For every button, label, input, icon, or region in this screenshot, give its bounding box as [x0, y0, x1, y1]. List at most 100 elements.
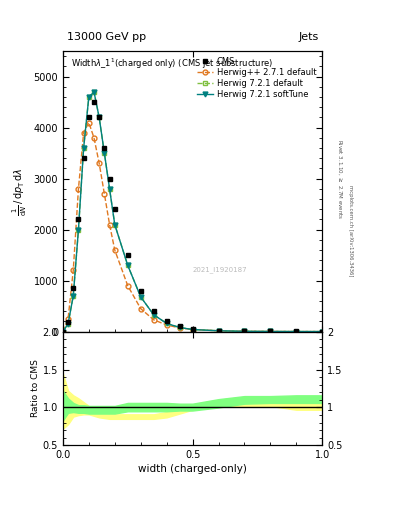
Herwig 7.2.1 softTune: [86, 94, 91, 100]
CMS: [61, 329, 65, 335]
CMS: [320, 329, 325, 335]
Line: Herwig 7.2.1 softTune: Herwig 7.2.1 softTune: [61, 90, 325, 334]
Herwig 7.2.1 default: [92, 89, 96, 95]
Herwig 7.2.1 default: [138, 294, 143, 300]
Herwig++ 2.7.1 default: [61, 329, 65, 335]
Herwig++ 2.7.1 default: [81, 130, 86, 136]
Herwig 7.2.1 softTune: [190, 327, 195, 333]
Herwig 7.2.1 default: [81, 145, 86, 151]
Herwig++ 2.7.1 default: [242, 328, 247, 334]
Text: 2021_I1920187: 2021_I1920187: [193, 267, 247, 273]
Herwig 7.2.1 softTune: [112, 221, 117, 227]
Herwig 7.2.1 softTune: [71, 293, 75, 299]
CMS: [76, 217, 81, 223]
Text: Jets: Jets: [298, 32, 318, 42]
Herwig 7.2.1 softTune: [216, 328, 221, 334]
CMS: [138, 288, 143, 294]
Herwig 7.2.1 default: [66, 321, 70, 327]
Herwig 7.2.1 softTune: [242, 328, 247, 334]
Herwig++ 2.7.1 default: [294, 329, 299, 335]
CMS: [164, 318, 169, 325]
Text: Width$\lambda\_1^1$(charged only) (CMS jet substructure): Width$\lambda\_1^1$(charged only) (CMS j…: [71, 57, 273, 71]
Herwig++ 2.7.1 default: [216, 328, 221, 334]
Herwig 7.2.1 default: [164, 321, 169, 327]
Herwig 7.2.1 default: [190, 327, 195, 333]
CMS: [190, 326, 195, 332]
CMS: [71, 285, 75, 291]
Herwig 7.2.1 softTune: [81, 145, 86, 151]
CMS: [66, 319, 70, 326]
Herwig 7.2.1 softTune: [294, 329, 299, 335]
Herwig 7.2.1 softTune: [97, 114, 101, 120]
CMS: [294, 328, 299, 334]
X-axis label: width (charged-only): width (charged-only): [138, 464, 247, 475]
Herwig 7.2.1 default: [320, 329, 325, 335]
CMS: [216, 328, 221, 334]
Line: Herwig 7.2.1 default: Herwig 7.2.1 default: [61, 90, 325, 334]
Herwig++ 2.7.1 default: [190, 327, 195, 333]
Herwig 7.2.1 default: [177, 325, 182, 331]
Text: 13000 GeV pp: 13000 GeV pp: [67, 32, 146, 42]
Herwig++ 2.7.1 default: [102, 191, 107, 197]
Herwig 7.2.1 default: [76, 226, 81, 232]
Herwig 7.2.1 default: [107, 186, 112, 192]
CMS: [97, 114, 101, 120]
Herwig 7.2.1 softTune: [66, 321, 70, 327]
CMS: [125, 252, 130, 258]
Herwig++ 2.7.1 default: [97, 160, 101, 166]
Herwig++ 2.7.1 default: [66, 316, 70, 322]
Herwig 7.2.1 softTune: [61, 329, 65, 335]
Herwig 7.2.1 default: [102, 150, 107, 156]
Herwig++ 2.7.1 default: [268, 328, 273, 334]
Herwig 7.2.1 softTune: [76, 226, 81, 232]
CMS: [92, 99, 96, 105]
CMS: [102, 145, 107, 151]
CMS: [242, 328, 247, 334]
Herwig++ 2.7.1 default: [107, 221, 112, 227]
Herwig++ 2.7.1 default: [177, 325, 182, 331]
Herwig++ 2.7.1 default: [112, 247, 117, 253]
Herwig++ 2.7.1 default: [138, 306, 143, 312]
Herwig 7.2.1 softTune: [102, 150, 107, 156]
Line: CMS: CMS: [61, 100, 325, 334]
Herwig 7.2.1 default: [216, 328, 221, 334]
CMS: [268, 328, 273, 334]
Herwig 7.2.1 default: [61, 329, 65, 335]
CMS: [112, 206, 117, 212]
Herwig 7.2.1 softTune: [125, 262, 130, 268]
Herwig 7.2.1 default: [97, 114, 101, 120]
Herwig++ 2.7.1 default: [92, 135, 96, 141]
Herwig++ 2.7.1 default: [86, 119, 91, 125]
CMS: [81, 155, 86, 161]
Herwig 7.2.1 softTune: [320, 329, 325, 335]
Herwig++ 2.7.1 default: [76, 186, 81, 192]
Herwig++ 2.7.1 default: [125, 283, 130, 289]
Legend: CMS, Herwig++ 2.7.1 default, Herwig 7.2.1 default, Herwig 7.2.1 softTune: CMS, Herwig++ 2.7.1 default, Herwig 7.2.…: [195, 55, 318, 101]
CMS: [177, 324, 182, 330]
CMS: [86, 114, 91, 120]
Herwig++ 2.7.1 default: [71, 267, 75, 273]
Herwig++ 2.7.1 default: [151, 317, 156, 323]
Line: Herwig++ 2.7.1 default: Herwig++ 2.7.1 default: [61, 120, 325, 334]
Y-axis label: $\frac{1}{\mathregular{d}N}\,/\,\mathregular{d}p_\mathregular{T}\,\mathregular{d: $\frac{1}{\mathregular{d}N}\,/\,\mathreg…: [11, 167, 29, 216]
Herwig 7.2.1 default: [151, 312, 156, 318]
Herwig 7.2.1 softTune: [92, 89, 96, 95]
Herwig 7.2.1 softTune: [164, 321, 169, 327]
Herwig 7.2.1 softTune: [268, 328, 273, 334]
Herwig 7.2.1 default: [125, 262, 130, 268]
CMS: [151, 308, 156, 314]
Text: mcplots.cern.ch [arXiv:1306.3436]: mcplots.cern.ch [arXiv:1306.3436]: [348, 185, 353, 276]
Herwig 7.2.1 default: [112, 221, 117, 227]
Herwig 7.2.1 softTune: [151, 312, 156, 318]
Herwig 7.2.1 softTune: [138, 294, 143, 300]
Herwig 7.2.1 default: [71, 293, 75, 299]
Herwig++ 2.7.1 default: [320, 329, 325, 335]
CMS: [107, 176, 112, 182]
Y-axis label: Ratio to CMS: Ratio to CMS: [31, 359, 40, 417]
Text: Rivet 3.1.10, $\geq$ 2.7M events: Rivet 3.1.10, $\geq$ 2.7M events: [336, 139, 343, 220]
Herwig 7.2.1 default: [242, 328, 247, 334]
Herwig 7.2.1 softTune: [177, 325, 182, 331]
Herwig 7.2.1 default: [294, 329, 299, 335]
Herwig 7.2.1 default: [268, 328, 273, 334]
Herwig 7.2.1 softTune: [107, 186, 112, 192]
